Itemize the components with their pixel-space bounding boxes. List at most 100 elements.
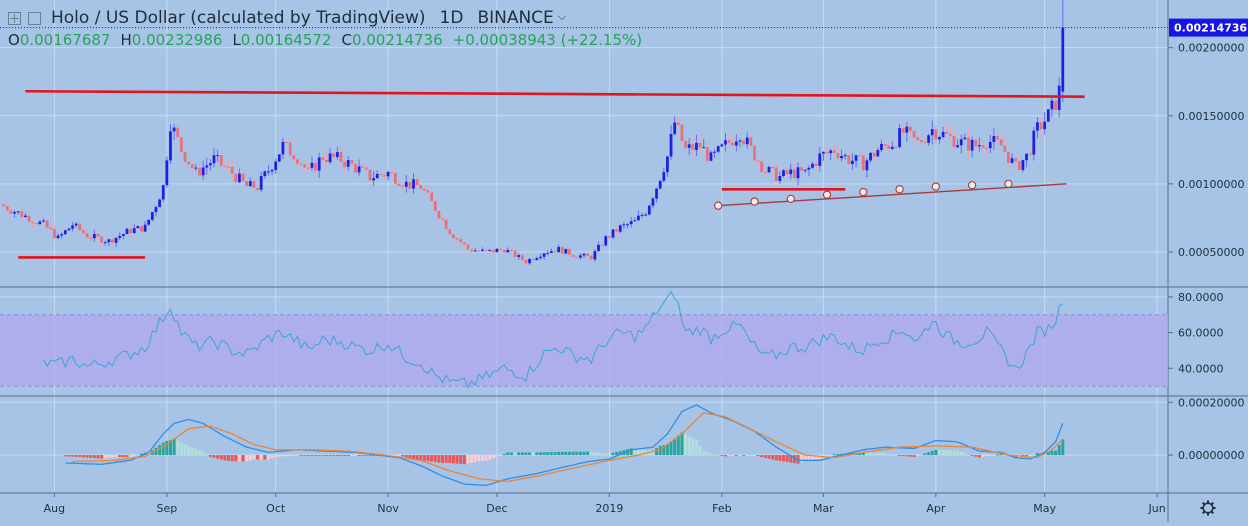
candle — [745, 137, 749, 145]
macd-bar — [546, 452, 550, 456]
macd-bar — [999, 454, 1003, 456]
macd-bar — [887, 453, 891, 456]
expand-icon[interactable] — [8, 11, 21, 25]
candle — [992, 136, 996, 142]
macd-bar — [288, 455, 292, 456]
time-tick-label: Apr — [926, 502, 946, 515]
macd-bar — [393, 455, 397, 456]
candle — [705, 147, 709, 161]
candle — [364, 167, 368, 170]
macd-bar — [364, 455, 368, 456]
macd-bar — [698, 445, 702, 456]
chevron-down-icon[interactable]: ⌵ — [557, 10, 567, 23]
candle — [941, 131, 945, 138]
macd-bar — [662, 445, 666, 456]
candle — [985, 147, 989, 149]
candle — [582, 253, 586, 256]
candle — [637, 215, 640, 221]
candle — [956, 145, 959, 148]
exchange-label[interactable]: BINANCE — [477, 8, 554, 28]
gear-icon[interactable] — [1200, 500, 1216, 516]
candle — [978, 145, 981, 147]
macd-bar — [314, 455, 318, 456]
macd-bar — [63, 455, 67, 457]
macd-bar — [205, 454, 209, 456]
candle — [854, 155, 858, 161]
interval-label[interactable]: 1D — [439, 8, 464, 28]
macd-bar — [1025, 455, 1028, 458]
candle — [622, 224, 626, 226]
candle — [586, 253, 590, 256]
candle — [20, 211, 24, 218]
macd-tick-label: 0.00020000 — [1178, 396, 1244, 409]
candle — [430, 192, 434, 202]
macd-bar — [198, 450, 201, 456]
time-tick-label: Dec — [486, 502, 507, 515]
candle — [546, 252, 550, 254]
macd-bar — [807, 455, 811, 461]
candle — [285, 141, 288, 143]
candle — [209, 163, 212, 166]
macd-bar — [876, 452, 880, 456]
candle — [426, 190, 430, 193]
macd-bar — [945, 450, 949, 456]
macd-bar — [466, 455, 470, 464]
macd-bar — [869, 452, 873, 456]
macd-bar — [121, 455, 125, 458]
candle — [676, 122, 680, 125]
candle — [5, 206, 9, 211]
macd-bar — [535, 452, 539, 456]
macd-bar — [825, 455, 829, 457]
candle — [2, 204, 6, 207]
macd-bar — [836, 453, 840, 456]
chart-header: Holo / US Dollar (calculated by TradingV… — [8, 6, 642, 52]
candle — [807, 167, 811, 170]
candle — [379, 173, 383, 176]
macd-bar — [705, 452, 709, 456]
compare-icon[interactable] — [28, 11, 41, 25]
macd-bar — [938, 449, 941, 456]
candle — [259, 176, 263, 190]
candle — [611, 229, 615, 238]
support-marker — [786, 194, 795, 203]
rsi-tick-label: 40.0000 — [1178, 362, 1224, 375]
macd-bar — [640, 449, 644, 456]
candle — [600, 244, 604, 246]
candle — [1032, 130, 1036, 155]
symbol-title[interactable]: Holo / US Dollar (calculated by TradingV… — [51, 8, 426, 28]
candle — [916, 137, 920, 141]
candle — [818, 153, 822, 166]
macd-bar — [437, 455, 441, 463]
candle — [328, 153, 332, 163]
macd-bar — [285, 455, 289, 457]
candle — [219, 155, 223, 166]
support-marker — [1004, 179, 1013, 189]
candle — [836, 152, 840, 159]
candle — [923, 142, 927, 144]
candle — [778, 176, 782, 181]
candle — [981, 145, 985, 148]
candle — [459, 239, 463, 243]
candle — [481, 249, 484, 251]
candle — [92, 233, 96, 239]
macd-bar — [433, 455, 437, 463]
macd-bar — [426, 455, 430, 462]
candle — [930, 129, 934, 136]
macd-bar — [335, 455, 339, 456]
macd-bar — [422, 455, 426, 461]
candle — [749, 137, 753, 146]
candle — [343, 161, 346, 167]
macd-bar — [684, 434, 688, 456]
macd-tick-label: 0.00000000 — [1178, 449, 1244, 462]
candle — [190, 164, 194, 169]
candle — [354, 163, 357, 173]
macd-bar — [241, 455, 245, 462]
macd-bar — [858, 452, 862, 456]
support-marker — [714, 201, 723, 210]
macd-bar — [582, 451, 586, 456]
candle — [695, 142, 698, 151]
candle — [662, 172, 666, 181]
candle — [702, 147, 706, 149]
macd-bar — [1032, 455, 1036, 456]
